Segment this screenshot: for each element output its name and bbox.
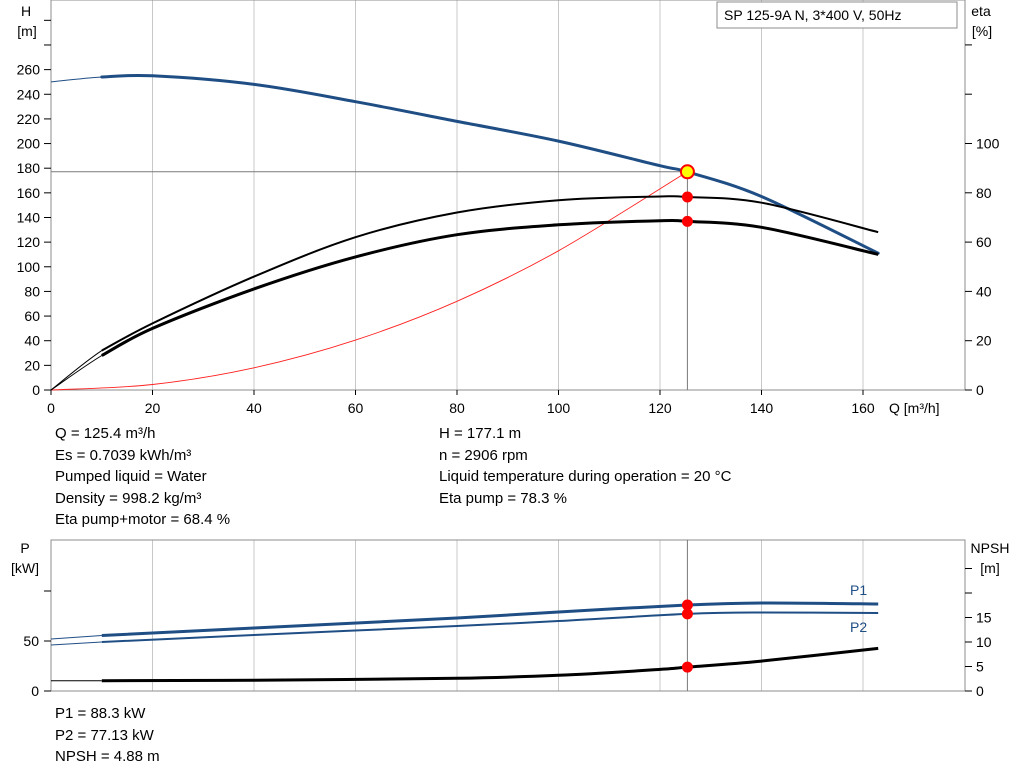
system-curve <box>50 171 688 391</box>
x-tick-label: 0 <box>47 400 55 416</box>
bottom-chart-curves <box>50 540 879 691</box>
top-chart-curves <box>50 73 880 391</box>
top-chart-grid <box>152 0 864 390</box>
bottom-chart-frame <box>50 539 966 692</box>
h-tick-label: 140 <box>17 209 41 225</box>
npsh-axis-label: NPSH <box>971 540 1010 556</box>
duty-info-left: Q = 125.4 m³/h Es = 0.7039 kWh/m³ Pumped… <box>55 423 230 531</box>
specific-energy-value: Es = 0.7039 kWh/m³ <box>55 446 192 464</box>
density-value: Density = 998.2 kg/m³ <box>55 489 202 507</box>
eta-pump-value: Eta pump = 78.3 % <box>439 489 567 507</box>
h-tick-label: 0 <box>32 382 40 398</box>
bottom-chart-ticks: 0 50 0 5 10 15 <box>23 568 992 699</box>
h-axis-label: H <box>21 3 31 19</box>
p2-duty-point <box>681 608 693 620</box>
p2-series-label: P2 <box>850 619 867 635</box>
npsh-tick-label: 15 <box>976 610 992 626</box>
h-tick-label: 120 <box>17 234 41 250</box>
x-tick-label: 120 <box>648 400 672 416</box>
npsh-axis-unit: [m] <box>980 560 999 576</box>
p-axis-unit: [kW] <box>11 560 39 576</box>
x-tick-label: 60 <box>348 400 364 416</box>
eta-tick-label: 40 <box>976 283 992 299</box>
h-axis-unit: [m] <box>17 23 36 39</box>
h-tick-label: 100 <box>17 259 41 275</box>
h-tick-label: 20 <box>24 357 40 373</box>
h-tick-label: 60 <box>24 308 40 324</box>
x-tick-label: 20 <box>145 400 161 416</box>
h-tick-label: 260 <box>17 62 41 78</box>
p2-value: P2 = 77.13 kW <box>55 726 154 744</box>
eta-axis-label: eta <box>971 3 991 19</box>
npsh-curve <box>101 646 879 683</box>
p1-curve-extension <box>50 635 102 640</box>
top-chart-frame <box>50 0 966 391</box>
x-tick-label: 40 <box>246 400 262 416</box>
head-duty-point <box>679 164 695 180</box>
p-tick-label: 50 <box>23 633 39 649</box>
h-tick-label: 180 <box>17 160 41 176</box>
eta-axis-unit: [%] <box>972 23 992 39</box>
npsh-tick-label: 10 <box>976 634 992 650</box>
legend-box <box>716 1 958 29</box>
head-value: H = 177.1 m <box>439 425 522 442</box>
x-tick-label: 160 <box>851 400 875 416</box>
flow-value: Q = 125.4 m³/h <box>55 425 156 442</box>
eta-tick-label: 80 <box>976 185 992 201</box>
npsh-value: NPSH = 4.88 m <box>55 748 160 765</box>
npsh-tick-label: 0 <box>976 683 984 699</box>
p-axis-label: P <box>20 540 29 556</box>
h-tick-label: 240 <box>17 86 41 102</box>
npsh-duty-point <box>681 661 693 673</box>
npsh-tick-label: 5 <box>976 659 984 675</box>
h-tick-label: 160 <box>17 185 41 201</box>
h-tick-label: 220 <box>17 111 41 127</box>
eta-pump-motor-curve-extension <box>50 327 153 391</box>
p1-duty-point <box>681 599 693 611</box>
top-chart-ticks: 0 20 40 60 80 100 120 140 160 0 20 40 60 80 100 120 140 1… <box>17 19 1000 416</box>
eta-pump-motor-value: Eta pump+motor = 68.4 % <box>55 511 231 528</box>
eta-tick-label: 100 <box>976 136 1000 152</box>
pumped-liquid-value: Pumped liquid = Water <box>55 468 207 485</box>
bottom-chart-grid <box>152 540 864 691</box>
eta-pump-curve <box>101 195 879 352</box>
q-axis-label: Q [m³/h] <box>889 400 940 416</box>
p1-curve <box>101 601 879 637</box>
eta-pump-duty-point <box>681 191 693 203</box>
x-tick-label: 140 <box>750 400 774 416</box>
legend-title: SP 125-9A N, 3*400 V, 50Hz <box>724 7 901 23</box>
eta-tick-label: 20 <box>976 333 992 349</box>
eta-pump-motor-curve <box>101 218 879 357</box>
liquid-temperature-value: Liquid temperature during operation = 20… <box>439 468 732 485</box>
x-tick-label: 80 <box>449 400 465 416</box>
h-tick-label: 80 <box>24 283 40 299</box>
x-tick-label: 100 <box>547 400 571 416</box>
h-tick-label: 200 <box>17 136 41 152</box>
h-tick-label: 40 <box>24 333 40 349</box>
eta-tick-label: 0 <box>976 382 984 398</box>
eta-pump-motor-duty-point <box>681 215 693 227</box>
eta-pump-curve-extension <box>50 322 153 391</box>
eta-tick-label: 60 <box>976 234 992 250</box>
p2-curve <box>101 611 879 643</box>
p1-series-label: P1 <box>850 582 867 598</box>
power-info: P1 = 88.3 kW P2 = 77.13 kW NPSH = 4.88 m <box>55 703 160 768</box>
speed-value: n = 2906 rpm <box>439 446 528 464</box>
p-tick-label: 0 <box>31 683 39 699</box>
duty-info-right: H = 177.1 m n = 2906 rpm Liquid temperat… <box>439 423 731 509</box>
p1-value: P1 = 88.3 kW <box>55 705 146 722</box>
p2-curve-extension <box>50 641 102 646</box>
head-curve <box>100 73 880 255</box>
